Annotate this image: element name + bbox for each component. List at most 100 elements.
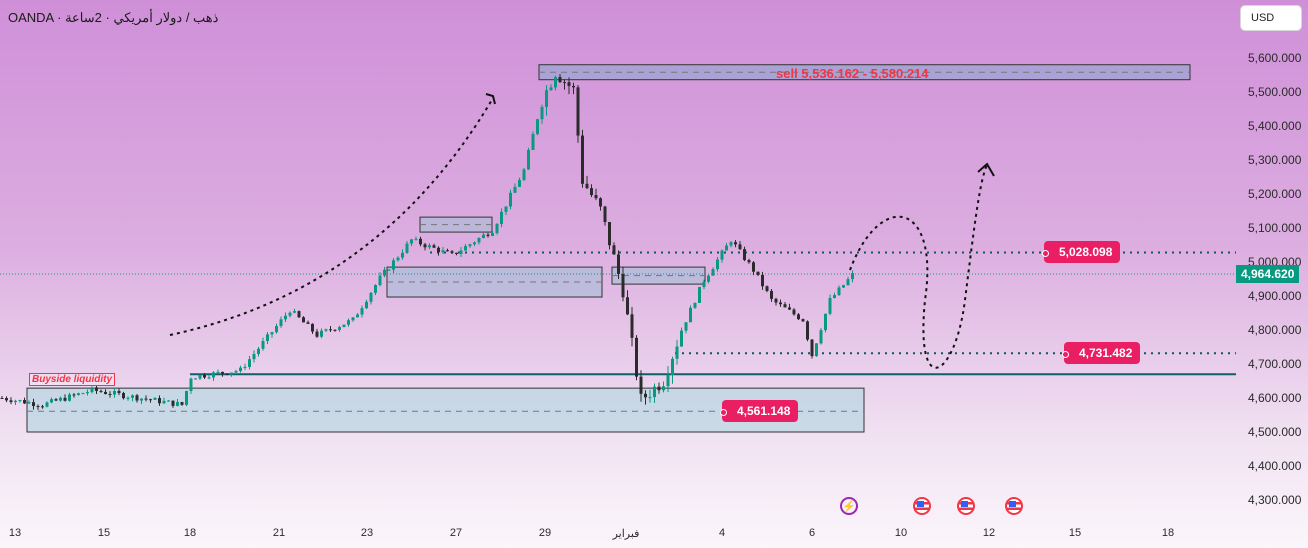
candle-body: [558, 77, 562, 83]
candle-body: [851, 273, 854, 280]
time-tick: 15: [1068, 527, 1082, 539]
level-tag-4731[interactable]: 4,731.482: [1062, 342, 1141, 365]
candle-body: [158, 397, 161, 404]
candle-body: [383, 269, 386, 276]
candle-body: [297, 311, 301, 318]
candle-body: [45, 402, 49, 407]
candle-body: [747, 260, 751, 263]
candle-body: [198, 374, 202, 379]
projection-arrow: [169, 97, 494, 336]
candle-body: [90, 387, 94, 393]
time-tick: 29: [538, 527, 552, 539]
price-tick: 5,400.000: [1248, 119, 1302, 133]
candle-body: [738, 244, 742, 250]
candle-body: [356, 314, 359, 318]
candle-body: [675, 346, 679, 359]
candle-body: [540, 106, 544, 120]
candle-body: [522, 169, 526, 180]
candle-body: [405, 243, 409, 253]
candle-body: [774, 298, 778, 303]
candle-body: [9, 400, 13, 403]
price-tick: 4,300.000: [1248, 493, 1302, 507]
candle-body: [783, 304, 787, 308]
candle-body: [806, 321, 809, 340]
level-tag-4561[interactable]: 4,561.148: [720, 400, 799, 423]
candle-body: [149, 399, 152, 401]
candle-body: [743, 249, 746, 261]
candle-body: [792, 309, 796, 315]
order-block-zone: [386, 266, 603, 298]
candle-body: [693, 302, 697, 308]
candle-body: [347, 320, 350, 325]
candle-body: [203, 374, 206, 378]
candle-body: [306, 322, 310, 324]
candle-body: [707, 275, 710, 282]
candle-body: [14, 400, 17, 403]
candle-body: [81, 393, 85, 395]
time-tick: فبراير: [612, 528, 640, 540]
candle-body: [828, 297, 832, 314]
candle-body: [32, 402, 35, 407]
candle-body: [135, 395, 139, 401]
candle-body: [248, 359, 251, 367]
candle-body: [509, 192, 512, 207]
candle-body: [5, 398, 8, 401]
currency-button[interactable]: USD: [1240, 5, 1302, 31]
candle-body: [572, 85, 575, 88]
price-tick: 5,100.000: [1248, 221, 1302, 235]
candle-body: [396, 257, 400, 261]
level-value: 4,731.482: [1079, 346, 1133, 361]
candle-body: [455, 252, 458, 254]
candle-body: [401, 252, 404, 258]
price-tick: 4,500.000: [1248, 425, 1302, 439]
sell-zone-label: sell 5,536.162 - 5,580.214: [776, 66, 929, 81]
price-tick: 4,400.000: [1248, 459, 1302, 473]
us-flag-event-icon[interactable]: [913, 497, 931, 515]
candle-body: [698, 286, 701, 303]
flash-event-icon[interactable]: ⚡: [840, 497, 858, 515]
candle-body: [72, 394, 76, 396]
candle-body: [221, 371, 224, 374]
candle-body: [590, 188, 593, 196]
candle-body: [684, 322, 688, 331]
candle-body: [140, 398, 143, 401]
candle-body: [842, 285, 845, 288]
time-tick: 27: [449, 527, 463, 539]
candle-body: [126, 397, 130, 399]
candle-body: [617, 254, 620, 274]
us-flag-event-icon[interactable]: [957, 497, 975, 515]
candle-body: [752, 262, 755, 272]
level-tag-5028[interactable]: 5,028.098: [1042, 241, 1121, 264]
candle-body: [104, 391, 107, 394]
candle-body: [293, 311, 296, 313]
candle-body: [702, 281, 706, 287]
anchor-icon: [720, 408, 727, 416]
candle-body: [779, 302, 782, 305]
candle-body: [594, 195, 598, 199]
candle-body: [635, 337, 638, 377]
candle-body: [824, 313, 827, 331]
candle-body: [279, 319, 283, 327]
candle-body: [653, 386, 656, 398]
time-tick: 12: [982, 527, 996, 539]
candle-body: [531, 134, 535, 150]
price-tick: 5,300.000: [1248, 153, 1302, 167]
candle-body: [810, 339, 814, 357]
candle-body: [603, 206, 607, 223]
candle-body: [468, 244, 472, 247]
candle-body: [117, 390, 121, 394]
candle-body: [689, 307, 692, 323]
candle-body: [284, 315, 287, 320]
candle-body: [36, 406, 40, 408]
candle-body: [131, 395, 134, 398]
us-flag-event-icon[interactable]: [1005, 497, 1023, 515]
candle-body: [500, 211, 503, 225]
time-tick: 6: [808, 527, 816, 539]
candle-body: [761, 274, 764, 287]
candle-body: [450, 251, 454, 253]
candle-body: [270, 332, 274, 335]
candle-body: [428, 245, 431, 248]
candle-body: [122, 393, 125, 399]
candle-body: [311, 323, 314, 332]
